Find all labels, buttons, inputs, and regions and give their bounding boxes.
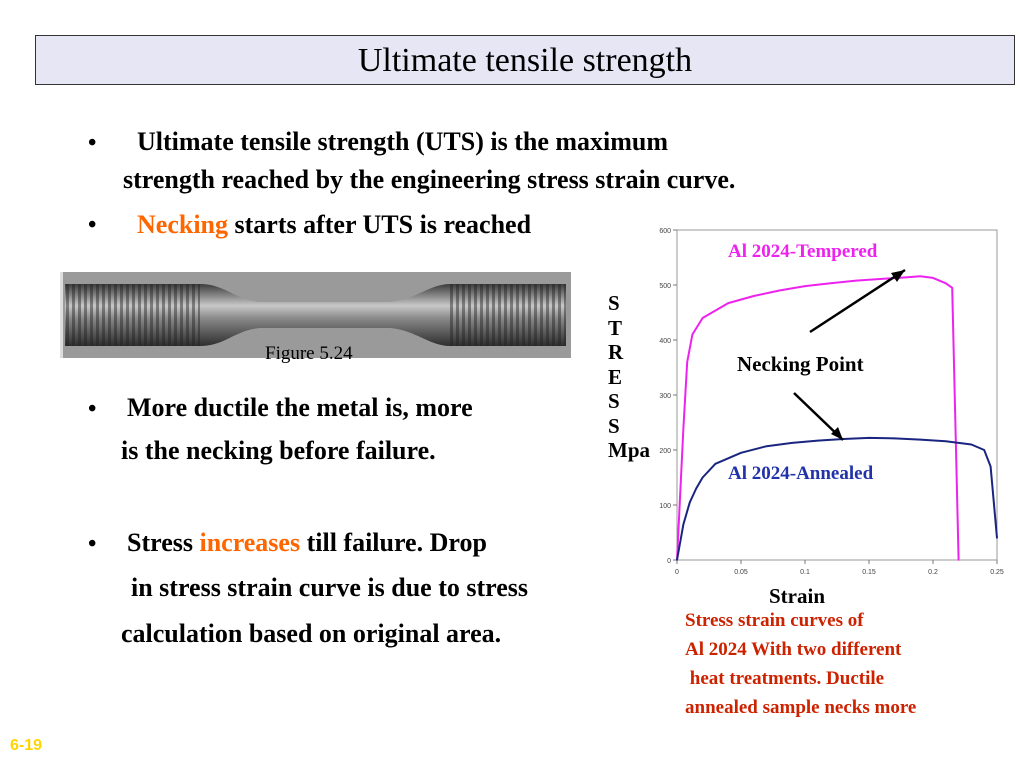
caption-line: Stress strain curves of	[685, 610, 864, 631]
data-point	[945, 440, 947, 442]
caption-line: heat treatments. Ductile	[685, 668, 885, 689]
necking-point-label: Necking Point	[737, 352, 864, 376]
increases-highlight: increases	[199, 528, 301, 557]
data-point	[970, 443, 973, 446]
data-point	[996, 537, 998, 539]
data-point	[691, 333, 694, 336]
stress-strain-chart: 0 100 200 300 400 500 600 0 0.05 0.1 0.15 0.2 0.25	[659, 228, 1004, 576]
stress-letter: S	[608, 291, 620, 315]
y-tick-label: 400	[659, 338, 671, 345]
data-point	[791, 442, 793, 444]
data-point	[701, 317, 704, 319]
data-point	[727, 302, 729, 304]
chart-series	[676, 275, 998, 561]
bullet-ductile-line1: More ductile the metal is, more	[127, 393, 473, 422]
data-point	[951, 286, 953, 289]
data-point	[829, 282, 832, 285]
series-line	[676, 275, 960, 561]
x-tick-label: 0	[675, 569, 679, 576]
data-point	[804, 285, 806, 287]
data-point	[983, 449, 985, 451]
stress-post: till failure. Drop	[300, 528, 487, 557]
y-tick-label: 500	[659, 283, 671, 290]
slide-title: Ultimate tensile strength	[35, 35, 1015, 85]
tensile-specimen-icon	[60, 272, 571, 358]
bullet-stress-line3: calculation based on original area.	[121, 619, 502, 648]
data-point	[919, 275, 921, 277]
y-tick-label: 100	[659, 503, 671, 510]
arrow-head	[891, 270, 905, 282]
bullet-uts-line2: strength reached by the engineering stre…	[123, 165, 736, 194]
data-point	[676, 559, 678, 561]
x-tick-label: 0.05	[734, 569, 748, 576]
bullet-ductile-line2: is the necking before failure.	[121, 436, 436, 465]
figure-caption: Figure 5.24	[265, 343, 353, 364]
stress-letter: T	[608, 315, 623, 340]
necking-arrows	[793, 268, 906, 441]
stress-unit: Mpa	[608, 438, 650, 462]
necking-rest: starts after UTS is reached	[228, 210, 532, 239]
bullet-stress-line1: Stress increases till failure. Drop	[127, 525, 487, 561]
data-point	[945, 282, 947, 285]
data-point	[932, 277, 934, 279]
data-point	[765, 445, 768, 447]
tempered-label: Al 2024-Tempered	[728, 241, 878, 262]
bullet-uts-line1: Ultimate tensile strength (UTS) is the m…	[137, 127, 669, 156]
x-tick-label: 0.15	[862, 569, 876, 576]
annealed-label: Al 2024-Annealed	[728, 463, 874, 484]
chart-caption: Stress strain curves of Al 2024 With two …	[685, 606, 916, 722]
data-point	[701, 476, 704, 479]
data-point	[686, 361, 689, 363]
stress-letter: E	[608, 364, 623, 389]
bullet-necking: Necking starts after UTS is reached	[137, 207, 531, 243]
strain-axis-label: Strain	[769, 584, 826, 608]
data-point	[957, 559, 960, 561]
y-tick-label: 0	[667, 558, 671, 565]
data-point	[682, 523, 685, 526]
bullet-marker: •	[88, 212, 97, 238]
data-point	[695, 487, 697, 490]
y-tick-label: 300	[659, 393, 671, 400]
caption-line: Al 2024 With two different	[685, 639, 902, 660]
data-point	[919, 438, 921, 441]
stress-letter: R	[608, 340, 624, 364]
bullet-marker: •	[88, 130, 97, 156]
data-point	[740, 451, 742, 454]
stress-axis-label: S T R E S S Mpa	[608, 291, 650, 463]
x-tick-label: 0.2	[928, 569, 938, 576]
y-tick-label: 200	[659, 448, 671, 455]
series-line	[676, 436, 998, 561]
bullet-stress-line2: in stress strain curve is due to stress	[131, 573, 528, 602]
data-point	[906, 276, 909, 279]
data-point	[893, 437, 896, 440]
data-point	[855, 279, 857, 282]
data-point	[778, 289, 781, 292]
data-point	[881, 278, 883, 280]
x-tick-label: 0.1	[800, 569, 810, 576]
data-point	[753, 295, 755, 297]
arrow-head	[831, 427, 843, 440]
bullet-marker: •	[88, 396, 97, 422]
necking-highlight: Necking	[137, 210, 228, 239]
tensile-specimen-photo	[60, 272, 571, 358]
data-point	[714, 462, 717, 465]
y-tick-label: 600	[659, 228, 671, 235]
stress-letter: S	[608, 389, 620, 413]
data-point	[689, 501, 691, 504]
data-point	[989, 465, 992, 468]
data-point	[868, 437, 870, 439]
stress-pre: Stress	[127, 528, 200, 557]
data-point	[682, 427, 685, 429]
plot-frame	[676, 229, 998, 561]
stress-letter: S	[608, 413, 620, 438]
data-point	[817, 439, 819, 442]
x-tick-label: 0.25	[990, 569, 1004, 576]
chart-axes: 0 100 200 300 400 500 600 0 0.05 0.1 0.15 0.2 0.25	[659, 228, 1004, 576]
caption-line: annealed sample necks more	[685, 697, 917, 718]
slide-number: 6-19	[10, 737, 43, 754]
bullet-marker: •	[88, 531, 97, 557]
arrow-to-tempered	[809, 268, 906, 334]
